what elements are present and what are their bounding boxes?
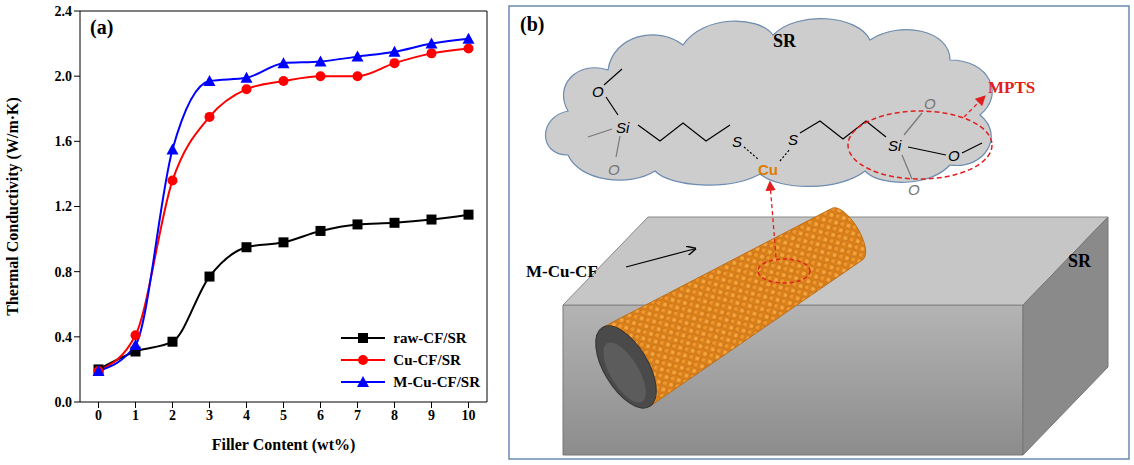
svg-text:0.4: 0.4: [55, 330, 73, 345]
svg-text:8: 8: [391, 408, 398, 423]
html-text:M-Cu-CF/SR: M-Cu-CF/SR: [393, 373, 480, 390]
svg-text:Filler Content (wt%): Filler Content (wt%): [212, 436, 356, 454]
svg-text:9: 9: [428, 408, 435, 423]
svg-text:MPTS: MPTS: [988, 78, 1035, 97]
svg-text:O: O: [908, 181, 920, 198]
svg-text:7: 7: [354, 408, 361, 423]
svg-text:SR: SR: [1068, 251, 1092, 271]
svg-text:10: 10: [462, 408, 476, 423]
svg-text:O: O: [608, 161, 620, 178]
svg-text:(b): (b): [520, 13, 544, 36]
svg-text:O: O: [948, 147, 960, 164]
svg-text:O: O: [592, 83, 604, 100]
svg-text:1: 1: [132, 408, 139, 423]
svg-text:6: 6: [317, 408, 324, 423]
html-text:raw-CF/SR: raw-CF/SR: [393, 329, 467, 346]
svg-text:3: 3: [206, 408, 213, 423]
svg-text:M-Cu-CF: M-Cu-CF: [526, 262, 598, 281]
svg-text:2: 2: [169, 408, 176, 423]
svg-text:0: 0: [95, 408, 102, 423]
svg-text:Cu: Cu: [758, 161, 778, 178]
html-text:(a): (a): [90, 16, 114, 38]
svg-text:Si: Si: [616, 119, 630, 136]
svg-text:0.8: 0.8: [55, 265, 73, 280]
svg-text:5: 5: [280, 408, 287, 423]
svg-text:S: S: [732, 133, 742, 150]
svg-text:2.4: 2.4: [55, 4, 73, 19]
svg-text:1.2: 1.2: [55, 199, 73, 214]
svg-text:SR: SR: [773, 31, 797, 51]
svg-text:S: S: [788, 131, 798, 148]
svg-text:2.0: 2.0: [55, 69, 73, 84]
svg-text:4: 4: [243, 408, 250, 423]
html-text:Cu-CF/SR: Cu-CF/SR: [393, 351, 461, 368]
svg-text:1.6: 1.6: [55, 134, 73, 149]
svg-text:Thermal Conductivity (W/m·K): Thermal Conductivity (W/m·K): [4, 97, 22, 316]
svg-text:Si: Si: [888, 137, 902, 154]
svg-text:0.0: 0.0: [55, 395, 73, 410]
svg-text:O: O: [924, 95, 936, 112]
